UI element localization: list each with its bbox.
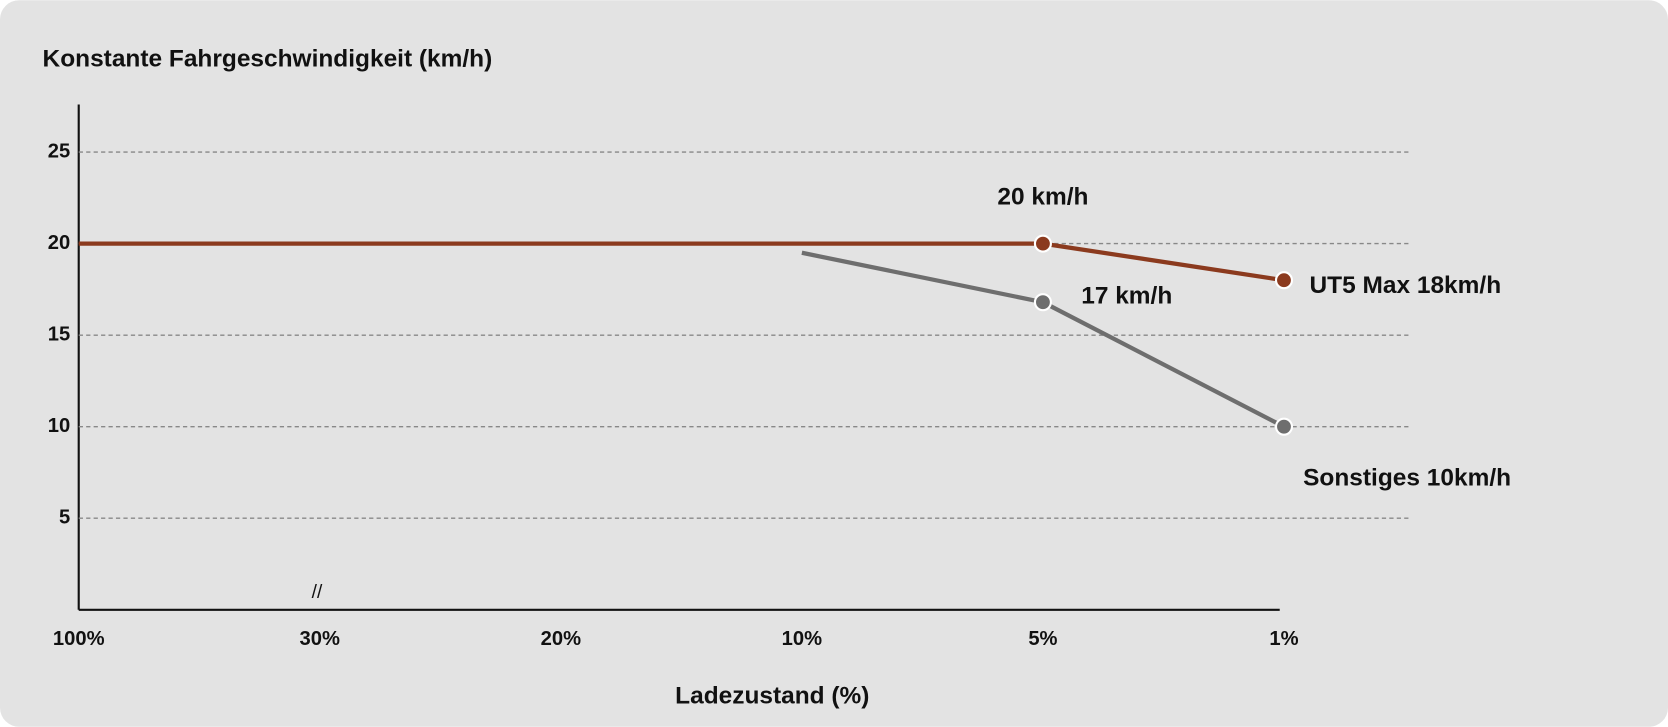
- y-tick-label: 15: [48, 323, 70, 345]
- value-label: 17 km/h: [1081, 282, 1172, 309]
- x-tick-label: 100%: [53, 628, 105, 650]
- series-label: UT5 Max 18km/h: [1310, 272, 1502, 299]
- y-tick-label: 20: [48, 232, 70, 254]
- x-tick-label: 5%: [1028, 628, 1057, 650]
- value-label: 20 km/h: [997, 183, 1088, 210]
- x-tick-label: 20%: [541, 628, 581, 650]
- point-marker: [1033, 234, 1052, 253]
- series-label: Sonstiges 10km/h: [1303, 464, 1511, 491]
- y-tick-label: 5: [59, 507, 70, 529]
- point-marker: [1274, 271, 1294, 290]
- x-tick-label: 10%: [782, 628, 822, 650]
- chart-title: Konstante Fahrgeschwindigkeit (km/h): [43, 45, 493, 72]
- axis-break: //: [312, 582, 323, 603]
- point-marker: [1274, 417, 1294, 436]
- y-tick-label: 10: [48, 415, 70, 437]
- series-line: [78, 241, 1285, 283]
- x-axis-title: Ladezustand (%): [675, 682, 869, 709]
- x-tick-label: 1%: [1269, 628, 1298, 650]
- x-tick-label: 30%: [300, 628, 340, 650]
- y-tick-label: 25: [48, 140, 70, 162]
- point-marker: [1033, 293, 1052, 312]
